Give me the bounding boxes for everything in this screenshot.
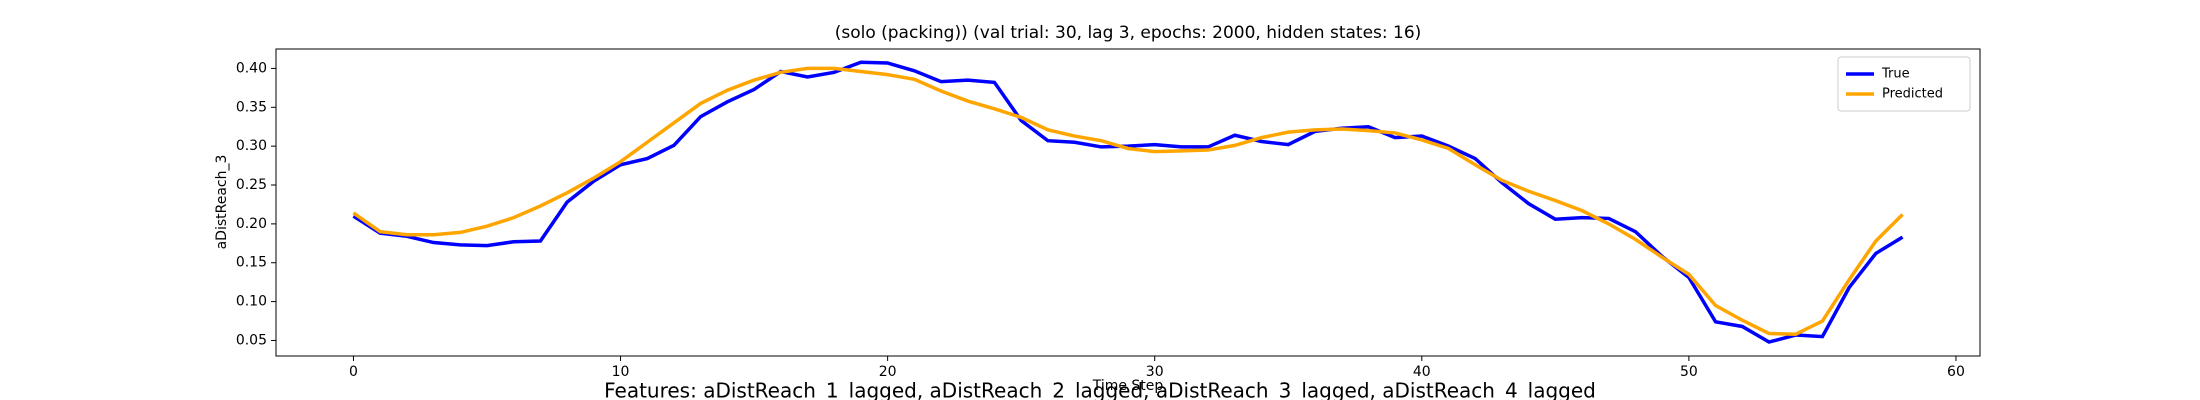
legend-label: True [1881, 67, 1910, 82]
y-tick-label: 0.35 [236, 99, 267, 115]
x-tick-label: 60 [1947, 364, 1965, 380]
data-line [352, 60, 1904, 344]
x-tick-label: 20 [879, 364, 897, 380]
y-tick-label: 0.20 [236, 216, 267, 232]
y-tick-label: 0.05 [236, 332, 267, 348]
y-tick-label: 0.30 [236, 138, 267, 154]
data-line [352, 66, 1904, 336]
y-tick-label: 0.40 [236, 60, 267, 76]
x-tick-label: 0 [349, 364, 358, 380]
x-tick-label: 40 [1413, 364, 1431, 380]
x-tick-label: 10 [612, 364, 630, 380]
chart-title: (solo (packing)) (val trial: 30, lag 3, … [835, 23, 1422, 43]
x-tick-label: 30 [1146, 364, 1164, 380]
x-axis-label: Time Step [1092, 378, 1164, 394]
y-axis-label: aDistReach_3 [214, 155, 230, 250]
legend-label: Predicted [1882, 87, 1943, 102]
legend-box [1837, 56, 1971, 112]
footer-text: Features: aDistReach_1_lagged, aDistReac… [604, 379, 1596, 400]
y-tick-label: 0.15 [236, 255, 267, 271]
x-tick-label: 50 [1680, 364, 1698, 380]
y-tick-label: 0.10 [236, 294, 267, 310]
y-tick-label: 0.25 [236, 177, 267, 193]
plot-frame [275, 48, 1981, 357]
